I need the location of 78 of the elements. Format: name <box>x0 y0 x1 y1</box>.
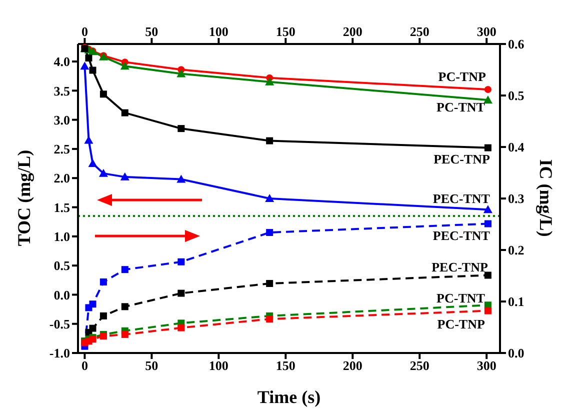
y2-tick-label: 0.0 <box>508 346 524 361</box>
series-label: PC-TNP <box>438 68 486 84</box>
y2-tick-label: 0.2 <box>508 242 524 258</box>
point <box>100 312 107 320</box>
series-label: PC-TNT <box>436 290 486 306</box>
y-axis-title: TOC (mg/L) <box>14 150 34 246</box>
series-label: PC-TNP <box>437 316 485 332</box>
point <box>121 303 128 310</box>
x2-tick-label: 150 <box>276 358 296 374</box>
point <box>121 109 128 116</box>
point <box>89 324 96 332</box>
y2-tick-label: 0.6 <box>508 36 525 52</box>
point <box>484 307 492 314</box>
y2-tick-label: 0.3 <box>508 191 525 206</box>
y-tick-label: -1.0 <box>49 346 70 361</box>
y-tick-label: 3.5 <box>54 83 70 98</box>
series-label: PEC-TNT <box>432 191 490 206</box>
series-label: PEC-TNP <box>434 151 490 166</box>
point <box>120 172 130 180</box>
point <box>85 54 92 62</box>
point <box>483 205 492 214</box>
point <box>176 69 186 78</box>
point <box>100 278 107 286</box>
y-tick-label: 1.5 <box>54 200 70 215</box>
point <box>98 168 108 177</box>
series-label: PC-TNT <box>436 99 486 114</box>
y-tick-label: 4.0 <box>54 54 70 70</box>
point <box>266 316 274 323</box>
point <box>266 228 274 236</box>
x2-tick-label: 50 <box>145 358 158 374</box>
x2-tick-label: 200 <box>342 358 362 374</box>
point <box>484 272 492 279</box>
y-tick-label: -0.5 <box>49 316 70 332</box>
y2-axis-title: IC (mg/L) <box>536 159 556 237</box>
point <box>100 90 107 98</box>
x2-tick-label: 250 <box>410 358 430 374</box>
x2-tick-label: 100 <box>208 358 228 374</box>
point <box>121 266 128 274</box>
x-tick-label: 0 <box>81 24 88 39</box>
y2-tick-label: 0.4 <box>508 140 525 155</box>
x-tick-label: 250 <box>410 24 430 39</box>
point <box>266 280 274 287</box>
point <box>89 300 96 308</box>
y-tick-label: 2.0 <box>54 170 70 186</box>
point <box>178 125 185 132</box>
point <box>178 290 185 297</box>
point <box>120 62 130 70</box>
point <box>88 159 98 168</box>
x-tick-label: 150 <box>276 24 296 39</box>
point <box>484 220 492 228</box>
y-tick-label: 0.5 <box>54 258 70 274</box>
point <box>80 62 90 70</box>
y-tick-label: 1.0 <box>54 229 70 244</box>
point <box>178 258 185 266</box>
y-tick-label: 2.5 <box>54 142 70 157</box>
point <box>266 137 274 144</box>
x2-tick-label: 0 <box>81 358 88 374</box>
x-axis-title: Time (s) <box>257 387 321 407</box>
point <box>265 77 274 86</box>
y-tick-label: 0.0 <box>54 287 70 302</box>
x-tick-label: 300 <box>476 24 496 39</box>
point <box>265 194 274 202</box>
point <box>483 95 492 104</box>
series-label: PEC-TNP <box>432 260 488 275</box>
y-tick-label: 3.0 <box>54 112 70 128</box>
x-tick-label: 200 <box>342 24 362 39</box>
point <box>176 174 186 183</box>
point <box>484 86 492 93</box>
x2-tick-label: 300 <box>476 358 496 374</box>
x-tick-label: 50 <box>145 24 158 39</box>
y2-tick-label: 0.1 <box>508 294 524 310</box>
point <box>484 144 492 152</box>
point <box>89 66 96 74</box>
y2-tick-label: 0.5 <box>508 88 525 104</box>
point <box>121 330 128 338</box>
series-label: PEC-TNT <box>432 228 490 244</box>
x-tick-label: 100 <box>208 24 228 39</box>
point <box>178 324 185 332</box>
